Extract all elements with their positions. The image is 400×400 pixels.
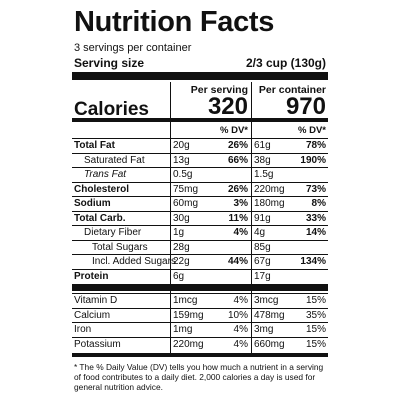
nutrient-name: Vitamin D <box>74 295 118 306</box>
amount: 3mg <box>254 324 274 335</box>
column-header: Per container <box>258 84 326 96</box>
daily-value: 190% <box>300 154 326 166</box>
daily-value: 44% <box>227 256 248 267</box>
amount: 85g <box>254 241 271 253</box>
rule <box>72 268 328 270</box>
amount: 75mg <box>173 183 199 195</box>
amount: 28g <box>173 241 190 253</box>
amount: 1mg <box>173 324 193 335</box>
daily-value: 26% <box>227 183 248 195</box>
daily-value: 4% <box>233 295 248 306</box>
amount: 1.5g <box>254 169 274 180</box>
nutrient-name: Potassium <box>74 338 121 350</box>
rule <box>72 196 328 197</box>
rule <box>72 210 328 212</box>
amount: 220mg <box>173 338 204 350</box>
rule <box>72 152 328 154</box>
divider <box>72 118 328 122</box>
daily-value: 10% <box>227 309 248 321</box>
rule <box>72 293 328 294</box>
daily-value: 4% <box>233 324 248 335</box>
nutrient-name: Cholesterol <box>74 183 130 195</box>
rule <box>72 225 328 226</box>
serving-size-value: 2/3 cup (130g) <box>245 56 326 70</box>
amount: 60mg <box>173 198 199 209</box>
daily-value: 33% <box>305 212 326 224</box>
amount: 67g <box>254 256 271 267</box>
amount: 478mg <box>254 309 285 321</box>
amount: 4g <box>254 227 266 238</box>
rule <box>72 181 328 183</box>
nutrient-name: Total Carb. <box>74 212 126 224</box>
amount: 660mg <box>254 338 285 350</box>
amount: 61g <box>254 140 271 151</box>
amount: 6g <box>173 270 185 282</box>
footnote: * The % Daily Value (DV) tells you how m… <box>74 362 324 393</box>
amount: 159mg <box>173 309 204 321</box>
column-header: Per serving <box>190 84 248 96</box>
nutrient-name: Dietary Fiber <box>84 227 142 238</box>
amount: 22g <box>173 256 190 267</box>
amount: 30g <box>173 212 190 224</box>
daily-value: 134% <box>300 256 326 267</box>
daily-value: 66% <box>227 154 248 166</box>
daily-value: 4% <box>233 227 248 238</box>
nutrient-name: Calcium <box>74 309 111 321</box>
daily-value: 15% <box>305 324 326 335</box>
daily-value: 4% <box>233 338 248 350</box>
title: Nutrition Facts <box>74 6 275 38</box>
rule <box>72 307 328 309</box>
daily-value: 15% <box>305 338 326 350</box>
amount: 38g <box>254 154 271 166</box>
calories-label: Calories <box>74 99 149 120</box>
daily-value: 26% <box>227 140 248 151</box>
serving-size-label: Serving size <box>74 56 145 70</box>
amount: 1mcg <box>173 295 198 306</box>
column-divider <box>170 82 171 353</box>
dv-header: % DV* <box>220 125 248 136</box>
nutrient-name: Iron <box>74 324 92 335</box>
amount: 3mcg <box>254 295 279 306</box>
rule <box>72 239 328 241</box>
amount: 180mg <box>254 198 285 209</box>
calories-value: 970 <box>285 93 326 120</box>
rule <box>72 167 328 168</box>
daily-value: 8% <box>311 198 326 209</box>
rule <box>72 322 328 323</box>
rule <box>72 336 328 338</box>
rule <box>72 254 328 255</box>
amount: 17g <box>254 270 271 282</box>
daily-value: 78% <box>305 140 326 151</box>
daily-value: 35% <box>305 309 326 321</box>
amount: 20g <box>173 140 190 151</box>
daily-value: 15% <box>305 295 326 306</box>
nutrient-name: Sodium <box>74 198 111 209</box>
nutrient-name: Total Fat <box>74 140 115 151</box>
nutrient-name: Total Sugars <box>92 241 148 253</box>
nutrient-name: Incl. Added Sugars <box>92 256 176 267</box>
rule <box>72 138 328 139</box>
daily-value: 3% <box>233 198 248 209</box>
daily-value: 11% <box>228 212 248 224</box>
amount: 13g <box>173 154 190 166</box>
amount: 91g <box>254 212 271 224</box>
nutrient-name: Trans Fat <box>84 169 127 180</box>
daily-value: 14% <box>305 227 326 238</box>
daily-value: 73% <box>305 183 326 195</box>
dv-header: % DV* <box>298 125 326 136</box>
amount: 1g <box>173 227 185 238</box>
servings: 3 servings per container <box>74 42 192 54</box>
divider <box>72 353 328 357</box>
divider <box>72 72 328 80</box>
amount: 0.5g <box>173 169 193 180</box>
nutrient-name: Protein <box>74 270 109 282</box>
calories-value: 320 <box>207 93 248 120</box>
nutrient-name: Saturated Fat <box>84 154 145 166</box>
amount: 220mg <box>254 183 285 195</box>
column-divider <box>251 82 252 353</box>
divider <box>72 284 328 291</box>
